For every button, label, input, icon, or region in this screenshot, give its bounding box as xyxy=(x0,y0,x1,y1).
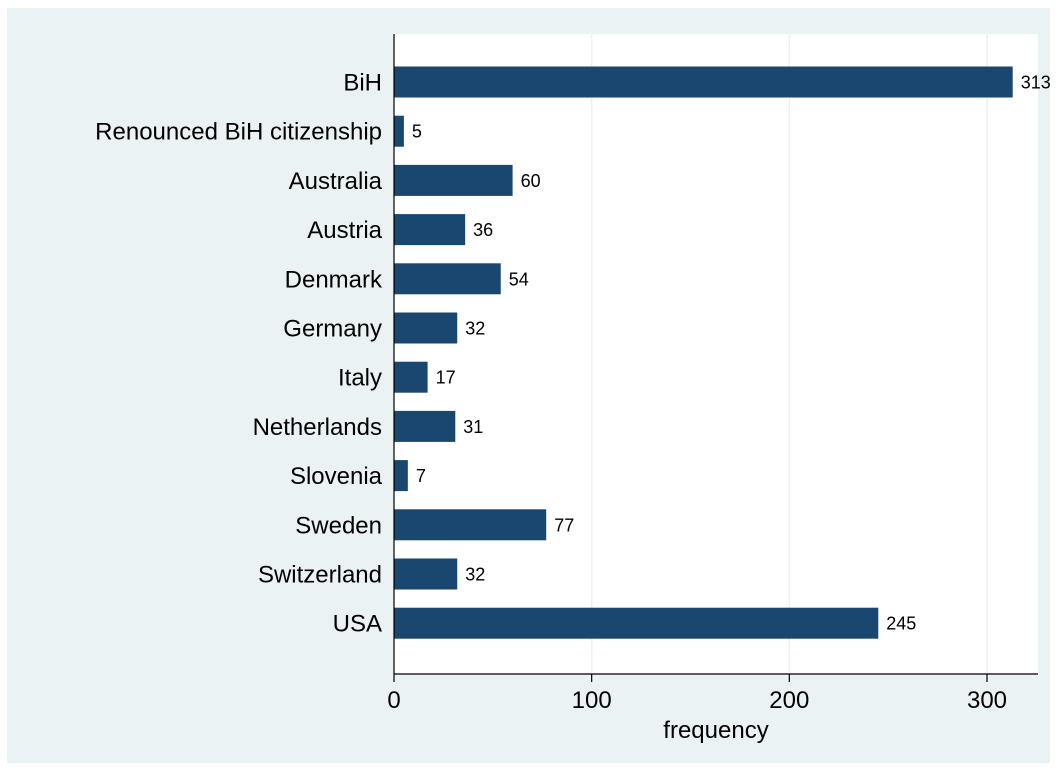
data-label: 313 xyxy=(1021,73,1051,93)
category-label: Renounced BiH citizenship xyxy=(95,119,382,146)
category-label: USA xyxy=(333,611,382,638)
data-label: 17 xyxy=(436,368,456,388)
bar xyxy=(394,214,466,246)
bar xyxy=(394,607,879,639)
x-axis-title: frequency xyxy=(663,717,768,744)
category-label: Switzerland xyxy=(258,562,382,589)
bar xyxy=(394,164,513,196)
category-label: Austria xyxy=(307,217,382,244)
category-label: Italy xyxy=(338,365,382,392)
plot-area xyxy=(394,34,1038,674)
data-label: 7 xyxy=(416,466,426,486)
data-label: 31 xyxy=(463,417,483,437)
category-label: Australia xyxy=(289,168,383,195)
bar xyxy=(394,361,428,393)
bar xyxy=(394,558,458,590)
bar xyxy=(394,410,456,442)
data-label: 77 xyxy=(554,515,574,535)
x-tick-label: 200 xyxy=(769,687,809,714)
x-tick-label: 0 xyxy=(387,687,400,714)
data-label: 32 xyxy=(465,319,485,339)
x-tick-label: 300 xyxy=(967,687,1007,714)
bar xyxy=(394,263,501,295)
bar xyxy=(394,66,1013,98)
x-ticks: 0 100 200 300 xyxy=(387,674,1007,714)
category-label: Sweden xyxy=(295,512,382,539)
category-label: BiH xyxy=(343,70,382,97)
data-label: 245 xyxy=(886,614,916,634)
bar xyxy=(394,312,458,344)
gridlines xyxy=(590,34,988,674)
category-label: Slovenia xyxy=(290,463,383,490)
category-labels: BiH Renounced BiH citizenship Australia Aus… xyxy=(95,70,383,638)
data-label: 60 xyxy=(521,171,541,191)
data-label: 36 xyxy=(473,220,493,240)
category-label: Germany xyxy=(283,316,382,343)
category-label: Netherlands xyxy=(253,414,382,441)
bar xyxy=(394,115,404,147)
bars xyxy=(394,66,1013,639)
bar xyxy=(394,509,547,541)
data-label: 54 xyxy=(509,269,529,289)
data-label: 5 xyxy=(412,122,422,142)
category-label: Denmark xyxy=(285,266,383,293)
x-tick-label: 100 xyxy=(572,687,612,714)
axes xyxy=(393,34,1038,675)
data-label: 32 xyxy=(465,565,485,585)
bar xyxy=(394,460,408,492)
